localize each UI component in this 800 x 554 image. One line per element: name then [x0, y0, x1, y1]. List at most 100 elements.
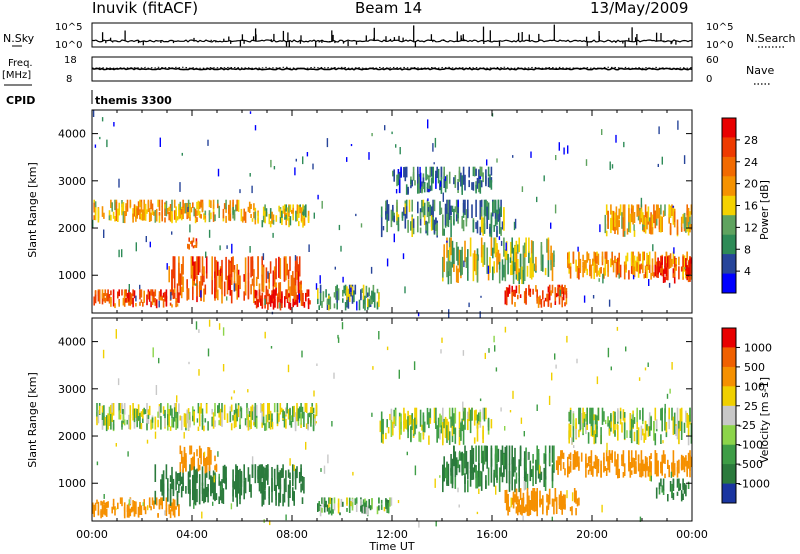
range-gate-cell [475, 184, 477, 194]
range-gate-cell [644, 272, 647, 278]
range-gate-cell [96, 403, 98, 417]
range-gate-cell [233, 265, 236, 274]
range-gate-cell [348, 284, 351, 295]
range-gate-cell [403, 407, 405, 425]
range-gate-cell [415, 418, 418, 425]
range-gate-cell [284, 208, 286, 218]
range-gate-cell [298, 205, 300, 218]
range-gate-cell [144, 208, 147, 221]
range-gate-cell [295, 292, 297, 300]
range-gate-cell [172, 292, 175, 299]
scatter-echo [672, 205, 674, 208]
scatter-echo [287, 364, 290, 373]
range-gate-cell [225, 466, 227, 481]
range-gate-cell [179, 281, 182, 294]
range-gate-cell [493, 469, 495, 487]
range-gate-cell [564, 302, 566, 307]
range-gate-cell [275, 486, 277, 500]
range-gate-cell [551, 284, 554, 294]
range-gate-cell [422, 412, 425, 432]
range-gate-cell [508, 445, 511, 465]
scatter-echo [499, 207, 502, 213]
range-gate-cell [139, 289, 141, 296]
range-gate-cell [171, 418, 173, 428]
scatter-echo [365, 503, 367, 508]
range-gate-cell [533, 503, 536, 512]
range-gate-cell [419, 409, 422, 427]
range-gate-cell [668, 407, 670, 420]
scatter-echo [583, 295, 586, 303]
scatter-echo [639, 516, 642, 522]
range-gate-cell [687, 228, 690, 236]
range-gate-cell [222, 465, 225, 483]
range-gate-cell [160, 296, 162, 301]
range-gate-cell [560, 454, 562, 471]
range-gate-cell [661, 264, 663, 277]
range-gate-cell [540, 257, 543, 271]
range-gate-cell [279, 282, 282, 300]
range-gate-cell [167, 423, 169, 431]
range-gate-cell [232, 199, 234, 210]
range-gate-cell [362, 295, 365, 309]
nave-tick-top: 60 [706, 55, 719, 66]
range-gate-cell [285, 470, 287, 493]
range-gate-cell [469, 413, 472, 434]
range-gate-cell [288, 302, 290, 309]
freq-tick-bottom: 8 [66, 74, 72, 85]
range-gate-cell [568, 263, 570, 270]
range-gate-cell [287, 279, 290, 291]
range-gate-cell [664, 265, 666, 274]
range-gate-cell [151, 289, 154, 297]
range-gate-cell [143, 297, 145, 303]
range-gate-cell [561, 503, 563, 515]
scatter-echo [487, 265, 490, 274]
range-gate-cell [617, 424, 619, 441]
range-gate-cell [685, 458, 687, 467]
range-gate-cell [94, 201, 97, 208]
range-gate-cell [385, 501, 387, 509]
range-gate-cell [426, 182, 429, 189]
range-gate-cell [198, 445, 201, 458]
range-gate-cell [585, 260, 587, 269]
range-gate-cell [182, 199, 184, 208]
range-gate-cell [604, 258, 607, 276]
range-gate-cell [482, 407, 484, 420]
range-gate-cell [153, 211, 155, 216]
range-gate-cell [169, 405, 172, 416]
range-gate-cell [390, 209, 393, 228]
range-gate-cell [121, 210, 123, 216]
range-gate-cell [306, 289, 308, 297]
range-gate-cell [422, 428, 425, 440]
range-gate-cell [280, 468, 283, 478]
range-gate-cell [632, 414, 634, 428]
range-gate-cell [687, 481, 690, 489]
range-gate-cell [553, 445, 555, 471]
range-gate-cell [204, 418, 207, 423]
range-gate-cell [405, 199, 408, 212]
range-gate-cell [186, 280, 188, 301]
range-gate-cell [592, 258, 594, 266]
range-gate-cell [273, 272, 276, 285]
range-gate-cell [250, 256, 252, 278]
range-gate-cell [515, 472, 518, 484]
range-gate-cell [217, 261, 219, 276]
range-gate-cell [590, 264, 593, 279]
range-gate-cell [614, 415, 616, 436]
range-gate-cell [539, 295, 541, 303]
range-gate-cell [146, 294, 148, 306]
scatter-echo [270, 159, 272, 168]
range-gate-cell [94, 502, 97, 511]
freq-unit-label: [MHz] [2, 70, 31, 81]
range-gate-cell [567, 463, 569, 478]
range-gate-cell [655, 419, 658, 430]
range-gate-cell [479, 416, 482, 428]
range-gate-cell [440, 422, 443, 434]
range-gate-cell [500, 227, 502, 236]
range-gate-cell [225, 256, 227, 280]
range-gate-cell [418, 431, 420, 442]
range-gate-cell [583, 260, 586, 273]
range-gate-cell [136, 411, 138, 428]
range-gate-cell [200, 448, 202, 465]
scatter-echo [298, 293, 301, 303]
range-gate-cell [593, 414, 595, 421]
